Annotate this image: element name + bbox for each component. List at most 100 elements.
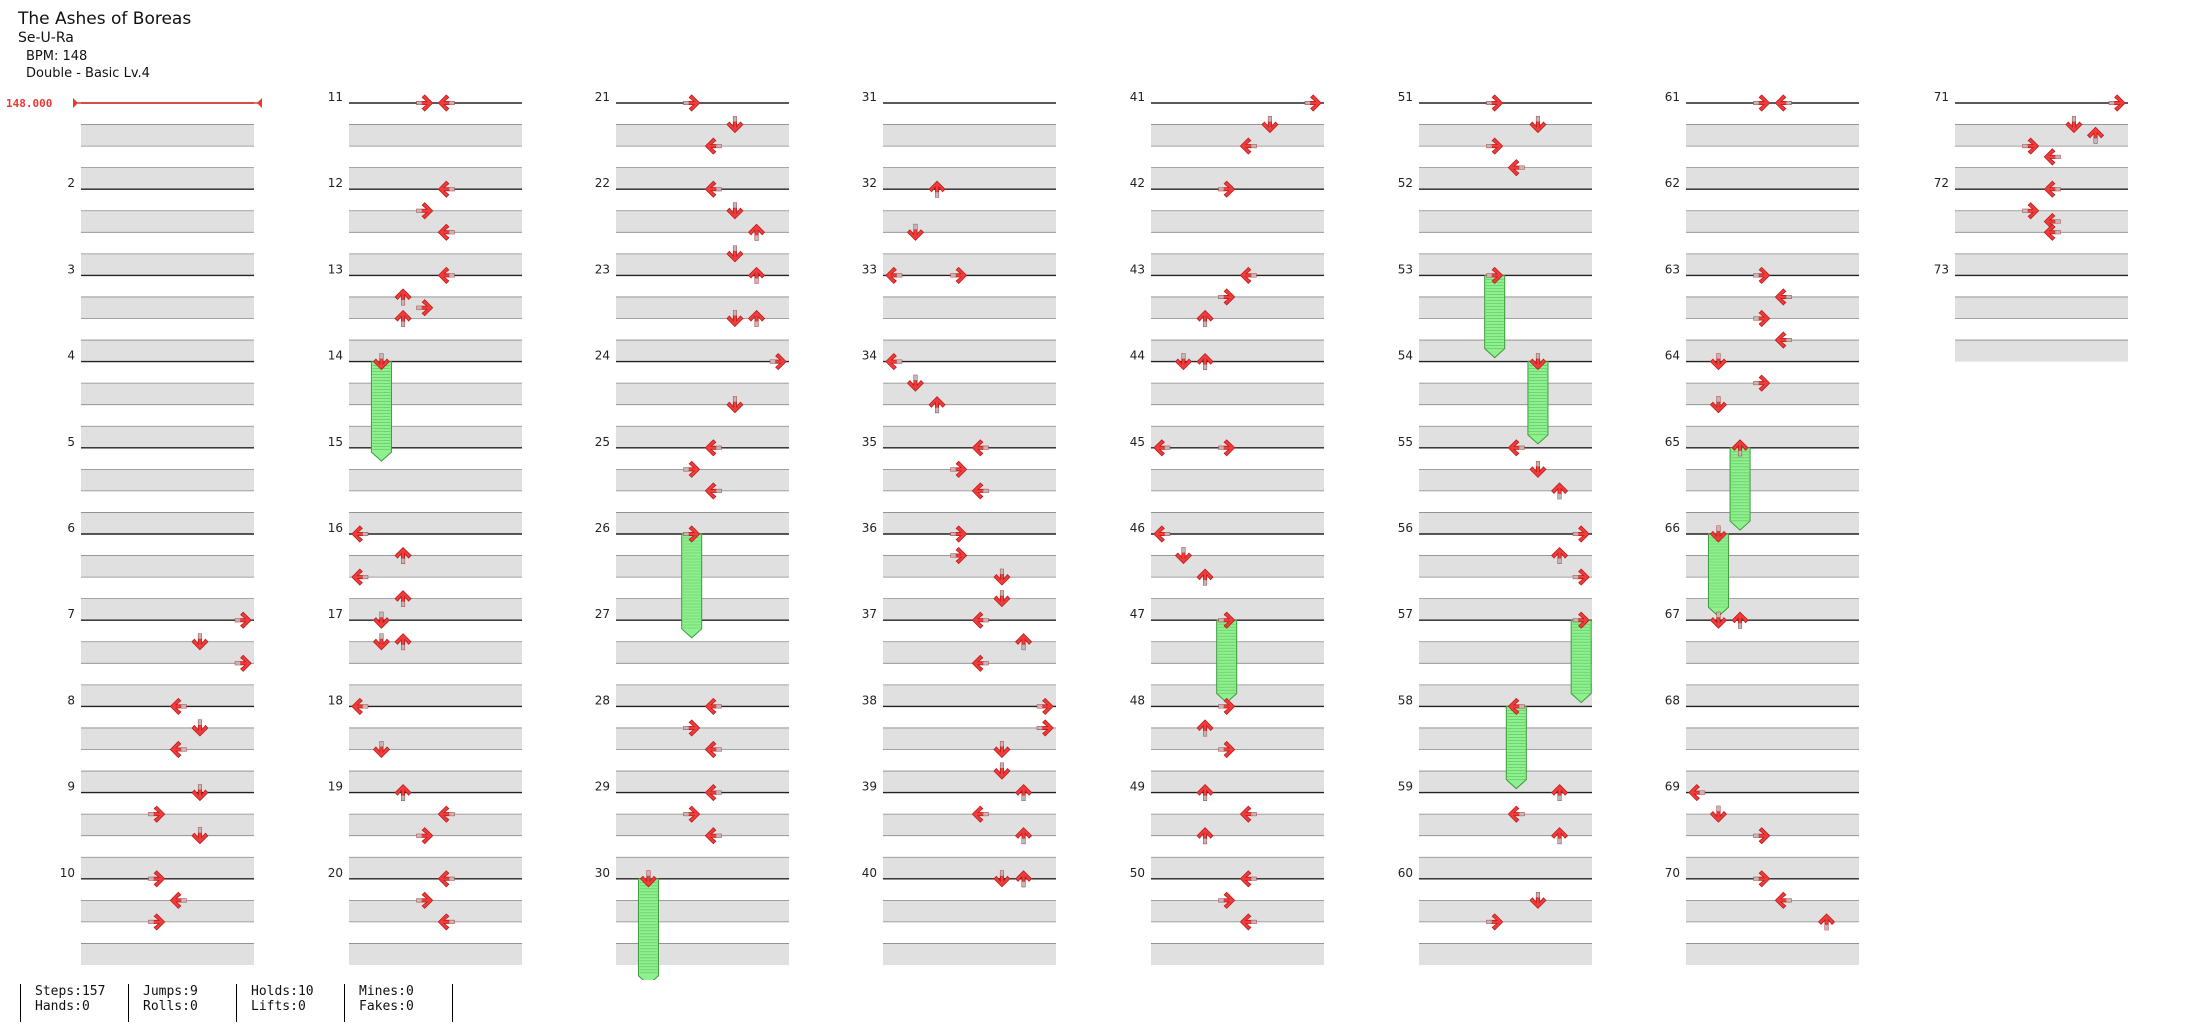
arrow-left-icon (704, 740, 722, 759)
beat-band (81, 641, 254, 664)
beat-band (1686, 512, 1859, 534)
arrow-right-icon (1218, 288, 1236, 306)
measure-42: 42 (1130, 176, 1324, 276)
measure-41: 41 (1130, 90, 1324, 190)
beat-band (883, 167, 1056, 190)
measure-number: 37 (862, 607, 877, 621)
arrow-left-icon (437, 870, 455, 888)
measure-number: 48 (1130, 693, 1145, 707)
beat-band (1419, 124, 1592, 147)
arrow-down-icon (1709, 396, 1728, 414)
beat-band (349, 771, 522, 793)
arrow-right-icon (148, 913, 166, 931)
arrow-left-icon (885, 353, 903, 371)
measure-53: 53 (1398, 262, 1592, 362)
measure-54: 54 (1398, 349, 1592, 448)
hold-note (1707, 533, 1729, 617)
arrow-down-icon (1709, 525, 1728, 543)
measure-36: 36 (862, 521, 1056, 621)
measure-66: 66 (1665, 521, 1859, 621)
measure-18: 18 (328, 693, 522, 793)
arrow-right-icon (1753, 309, 1771, 328)
beat-band (1686, 426, 1859, 448)
measure-number: 9 (67, 780, 75, 794)
measure-number: 8 (67, 693, 75, 707)
beat-band (81, 814, 254, 836)
measure-number: 13 (328, 262, 343, 276)
beat-band (81, 296, 254, 319)
arrow-right-icon (769, 353, 787, 371)
hands-count: Hands:0 (35, 999, 90, 1014)
arrow-up-icon (1550, 827, 1569, 845)
arrow-down-icon (906, 374, 925, 392)
arrow-up-icon (1817, 913, 1836, 931)
hold-note (637, 878, 659, 980)
arrow-up-icon (1196, 784, 1214, 801)
measure-number: 63 (1665, 262, 1680, 276)
arrow-right-icon (1572, 611, 1590, 629)
arrow-down-icon (726, 310, 744, 328)
arrow-left-icon (704, 482, 722, 500)
measure-61: 61 (1665, 90, 1859, 190)
arrow-left-icon (1239, 137, 1257, 155)
arrow-left-icon (437, 913, 455, 931)
beat-band (616, 469, 789, 491)
beat-band (81, 124, 254, 147)
beat-band (883, 426, 1056, 448)
stats-divider (452, 984, 453, 1022)
measure-number: 11 (328, 90, 343, 104)
beat-band (1151, 253, 1324, 276)
beat-band (883, 943, 1056, 965)
measure-number: 22 (595, 176, 610, 190)
beat-band (349, 469, 522, 491)
arrow-left-icon (437, 223, 455, 241)
arrow-up-icon (928, 396, 946, 414)
arrow-down-icon (372, 633, 391, 651)
beat-band (1151, 124, 1324, 147)
arrow-down-icon (993, 590, 1011, 608)
measure-number: 43 (1130, 262, 1145, 276)
beat-band (1151, 641, 1324, 664)
arrow-right-icon (950, 525, 968, 543)
measure-number: 60 (1398, 866, 1413, 880)
beat-band (1686, 296, 1859, 319)
beat-band (883, 296, 1056, 319)
beat-band (883, 210, 1056, 233)
measure-number: 42 (1130, 176, 1145, 190)
arrow-left-icon (437, 805, 455, 823)
arrow-up-icon (747, 309, 766, 327)
measure-48: 48 (1130, 693, 1324, 793)
beat-band (883, 253, 1056, 276)
measure-number: 34 (862, 349, 877, 363)
measure-number: 65 (1665, 435, 1680, 449)
arrow-left-icon (169, 891, 187, 909)
beat-band (883, 684, 1056, 707)
arrow-up-icon (1731, 439, 1749, 457)
measure-56: 56 (1398, 521, 1592, 621)
measure-8: 8 (67, 693, 254, 793)
arrow-right-icon (1753, 827, 1771, 845)
beat-band (81, 210, 254, 233)
arrow-right-icon (1486, 913, 1504, 931)
measure-number: 21 (595, 90, 610, 104)
arrow-left-icon (704, 180, 722, 198)
arrow-left-icon (1239, 266, 1257, 284)
arrow-left-icon (971, 439, 989, 457)
measure-63: 63 (1665, 262, 1859, 362)
beat-band (1686, 641, 1859, 664)
step-chart: 1234567891011121314151617181920212223242… (60, 90, 2128, 980)
arrow-down-icon (1529, 891, 1547, 909)
hold-note (1729, 447, 1751, 531)
arrow-up-icon (1196, 309, 1214, 327)
beat-band (1686, 469, 1859, 491)
arrow-right-icon (2022, 137, 2040, 155)
beat-band (1955, 210, 2128, 233)
beat-band (616, 426, 789, 448)
measure-number: 71 (1934, 90, 1949, 104)
measure-12: 12 (328, 176, 522, 276)
arrow-left-icon (2043, 180, 2061, 198)
measure-23: 23 (595, 262, 789, 362)
measure-35: 35 (862, 435, 1056, 534)
arrow-down-icon (993, 568, 1011, 586)
beat-band (616, 771, 789, 793)
